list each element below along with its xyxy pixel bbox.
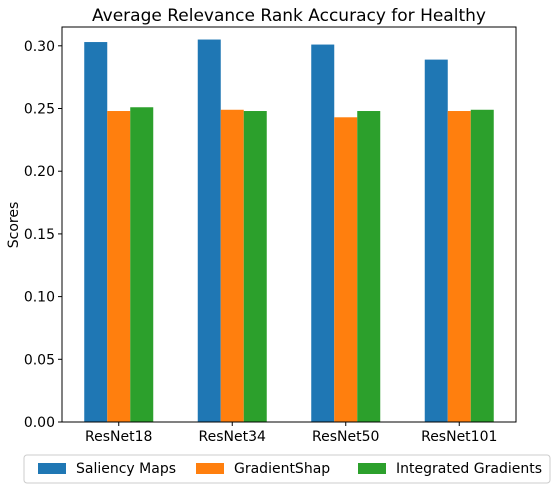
legend-swatch	[196, 463, 224, 474]
bar-integrated-gradients-resnet101	[470, 109, 494, 422]
x-tick-label: ResNet101	[421, 429, 497, 445]
x-tick-label: ResNet50	[312, 429, 379, 445]
legend-swatch	[358, 463, 386, 474]
legend-label: Saliency Maps	[76, 461, 176, 477]
legend: Saliency Maps GradientShap Integrated Grad…	[23, 454, 551, 484]
bar-integrated-gradients-resnet18	[130, 107, 154, 422]
y-tick-label: 0.15	[24, 227, 55, 243]
chart-title: Average Relevance Rank Accuracy for Heal…	[92, 6, 486, 26]
x-tick-label: ResNet18	[85, 429, 152, 445]
y-tick-label: 0.10	[24, 290, 55, 306]
bar-gradientshap-resnet50	[334, 117, 358, 423]
bars-group	[84, 39, 494, 423]
bar-gradientshap-resnet34	[220, 109, 244, 422]
bar-saliency-maps-resnet50	[311, 44, 335, 423]
legend-label: GradientShap	[234, 461, 330, 477]
y-tick-label: 0.05	[24, 352, 55, 368]
y-tick-label: 0.20	[24, 164, 55, 180]
bar-gradientshap-resnet101	[447, 111, 471, 423]
y-tick-label: 0.00	[24, 415, 55, 431]
x-tick-label: ResNet34	[199, 429, 266, 445]
bar-gradientshap-resnet18	[107, 111, 131, 423]
y-axis-label: Scores	[6, 202, 22, 249]
bar-saliency-maps-resnet34	[197, 39, 221, 423]
plot-area: 0.000.050.100.150.200.250.30 ResNet18 Res…	[24, 26, 517, 445]
legend-label: Integrated Gradients	[396, 461, 542, 477]
bar-saliency-maps-resnet101	[424, 59, 448, 422]
x-axis: ResNet18 ResNet34 ResNet50 ResNet101	[85, 422, 497, 445]
legend-swatch	[38, 463, 66, 474]
bar-integrated-gradients-resnet34	[243, 111, 267, 423]
y-tick-label: 0.25	[24, 102, 55, 118]
legend-frame	[23, 454, 551, 484]
y-tick-label: 0.30	[24, 39, 55, 55]
bar-integrated-gradients-resnet50	[357, 111, 381, 423]
plot-frame	[61, 26, 517, 423]
bar-saliency-maps-resnet18	[84, 42, 108, 423]
y-axis: 0.00 0.05 0.10 0.15 0.20 0.25 0.30	[24, 39, 62, 431]
